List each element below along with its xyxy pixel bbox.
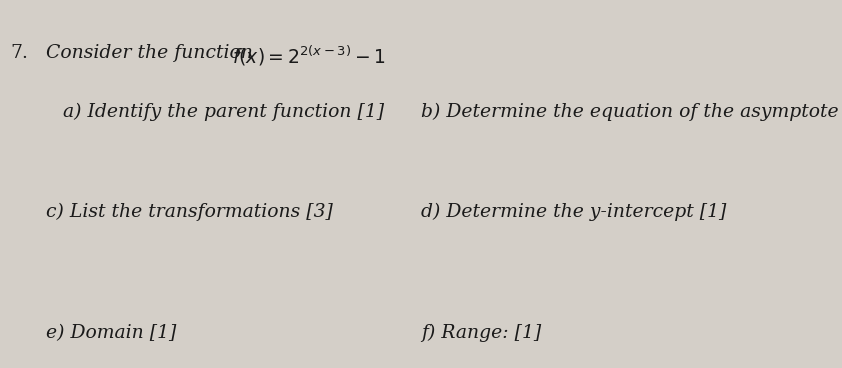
Text: a) Identify the parent function [1]: a) Identify the parent function [1] [63, 103, 384, 121]
Text: $f(x) = 2^{2(x-3)} - 1$: $f(x) = 2^{2(x-3)} - 1$ [232, 44, 386, 68]
Text: c) List the transformations [3]: c) List the transformations [3] [46, 202, 333, 221]
Text: Consider the function: Consider the function [46, 44, 253, 62]
Text: d) Determine the y-intercept [1]: d) Determine the y-intercept [1] [421, 202, 727, 221]
Text: 7.: 7. [10, 44, 28, 62]
Text: b) Determine the equation of the asymptote [1]: b) Determine the equation of the asympto… [421, 103, 842, 121]
Text: e) Domain [1]: e) Domain [1] [46, 324, 177, 342]
Text: f) Range: [1]: f) Range: [1] [421, 324, 541, 342]
